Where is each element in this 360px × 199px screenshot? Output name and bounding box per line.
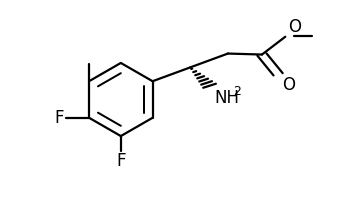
Text: F: F (54, 109, 64, 127)
Text: NH: NH (215, 89, 240, 107)
Text: F: F (116, 152, 126, 170)
Text: 2: 2 (233, 85, 241, 98)
Text: O: O (288, 18, 301, 36)
Text: O: O (282, 76, 295, 94)
